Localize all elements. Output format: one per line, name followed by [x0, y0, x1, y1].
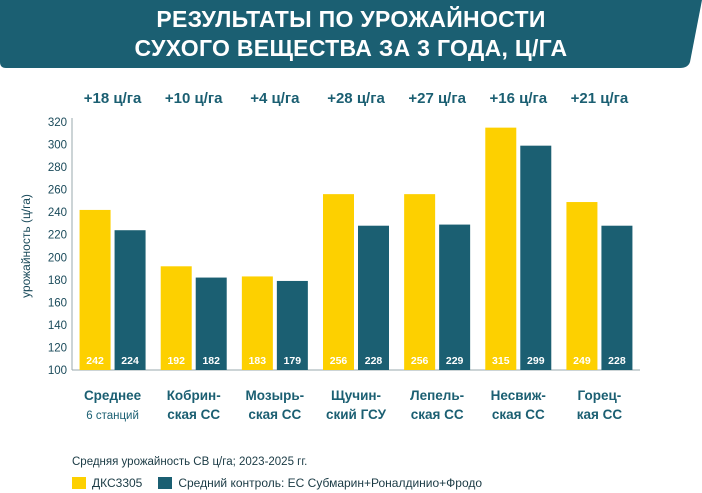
- category-label-line-1: Щучин-: [331, 388, 381, 403]
- y-tick-label: 180: [48, 275, 67, 287]
- category-label-line-1: Лепель-: [410, 388, 464, 403]
- bar-series-1: [566, 202, 598, 370]
- y-tick-label: 300: [48, 140, 67, 152]
- category-label-line-2: 6 станций: [86, 410, 139, 422]
- bar-value-label: 315: [492, 355, 510, 367]
- bar-value-label: 183: [249, 355, 267, 367]
- bar-value-label: 242: [86, 355, 104, 367]
- bar-series-1: [241, 276, 273, 370]
- category-label-line-2: ская СС: [248, 407, 301, 422]
- category-label-line-2: ская СС: [411, 407, 464, 422]
- bar-value-label: 228: [365, 355, 383, 367]
- bar-value-label: 299: [527, 355, 545, 367]
- category-label-line-2: ский ГСУ: [326, 407, 387, 422]
- category-label-line-1: Среднее: [84, 388, 142, 403]
- bar-series-1: [485, 127, 517, 371]
- difference-label: +21 ц/га: [571, 90, 629, 107]
- legend-swatch-teal: [158, 477, 173, 489]
- legend-swatch-yellow: [72, 477, 86, 489]
- category-label-line-2: кая СС: [577, 407, 623, 422]
- bar-value-label: 256: [330, 355, 348, 367]
- bar-series-2: [195, 277, 227, 370]
- title-line-2: СУХОГО ВЕЩЕСТВА ЗА 3 ГОДА, Ц/ГА: [134, 35, 568, 61]
- category-label-line-2: ская СС: [167, 407, 220, 422]
- bar-series-2: [358, 225, 389, 370]
- legend-label-series-2: Средний контроль: ЕС Субмарин+Роналдинио…: [178, 476, 483, 490]
- bar-value-label: 179: [284, 355, 302, 367]
- difference-label: +18 ц/га: [84, 90, 142, 107]
- legend-item-series-1: ДКС3305: [72, 476, 142, 490]
- difference-label: +4 ц/га: [250, 90, 300, 107]
- bar-value-label: 192: [167, 355, 185, 367]
- category-label-line-1: Несвиж-: [491, 388, 546, 403]
- bar-value-label: 256: [411, 355, 429, 367]
- difference-label: +10 ц/га: [165, 90, 223, 107]
- y-tick-label: 220: [48, 230, 67, 242]
- y-tick-label: 140: [48, 320, 67, 332]
- y-axis-label: урожайность (ц/га): [19, 194, 33, 298]
- bar-series-1: [79, 209, 111, 370]
- category-label-line-1: Горец-: [578, 388, 622, 403]
- y-tick-label: 100: [48, 365, 67, 377]
- bar-series-2: [439, 224, 471, 370]
- bar-series-1: [404, 194, 436, 370]
- title-banner: РЕЗУЛЬТАТЫ ПО УРОЖАЙНОСТИ СУХОГО ВЕЩЕСТВ…: [0, 0, 702, 70]
- bar-value-label: 249: [573, 355, 591, 367]
- legend-label-series-1: ДКС3305: [92, 476, 143, 490]
- bar-series-2: [114, 230, 146, 370]
- page-title: РЕЗУЛЬТАТЫ ПО УРОЖАЙНОСТИ СУХОГО ВЕЩЕСТВ…: [0, 5, 702, 63]
- bar-value-label: 182: [202, 355, 220, 367]
- legend: ДКС3305 Средний контроль: ЕС Субмарин+Ро…: [72, 476, 498, 490]
- bar-series-2: [520, 145, 552, 370]
- y-tick-label: 240: [48, 207, 67, 219]
- banner-shape: [0, 0, 702, 68]
- bar-value-label: 228: [608, 355, 626, 367]
- legend-item-series-2: Средний контроль: ЕС Субмарин+Роналдинио…: [158, 476, 482, 490]
- y-tick-label: 120: [48, 342, 67, 354]
- bar-series-2: [601, 225, 633, 370]
- category-label-line-1: Кобрин-: [167, 388, 221, 403]
- difference-label: +16 ц/га: [489, 90, 547, 107]
- bar-value-label: 229: [446, 355, 464, 367]
- bar-series-1: [323, 194, 354, 370]
- y-tick-label: 260: [48, 185, 67, 197]
- title-line-1: РЕЗУЛЬТАТЫ ПО УРОЖАЙНОСТИ: [156, 6, 546, 32]
- yield-bar-chart: 100 120 140 160 180 200 220 240 260 280 300 320 урож…: [19, 90, 640, 422]
- y-tick-label: 160: [48, 297, 67, 309]
- category-label-line-1: Мозырь-: [246, 388, 305, 403]
- bar-series-2: [276, 280, 308, 370]
- difference-label: +28 ц/га: [327, 90, 385, 107]
- legend-caption: Средняя урожайность СВ ц/га; 2023-2025 г…: [72, 456, 308, 468]
- bar-series-1: [160, 266, 192, 370]
- bar-value-label: 224: [121, 355, 139, 367]
- difference-label: +27 ц/га: [408, 90, 466, 107]
- y-tick-label: 280: [48, 162, 67, 174]
- category-label-line-2: ская СС: [492, 407, 545, 422]
- y-tick-label: 200: [48, 252, 67, 264]
- y-tick-label: 320: [48, 117, 67, 129]
